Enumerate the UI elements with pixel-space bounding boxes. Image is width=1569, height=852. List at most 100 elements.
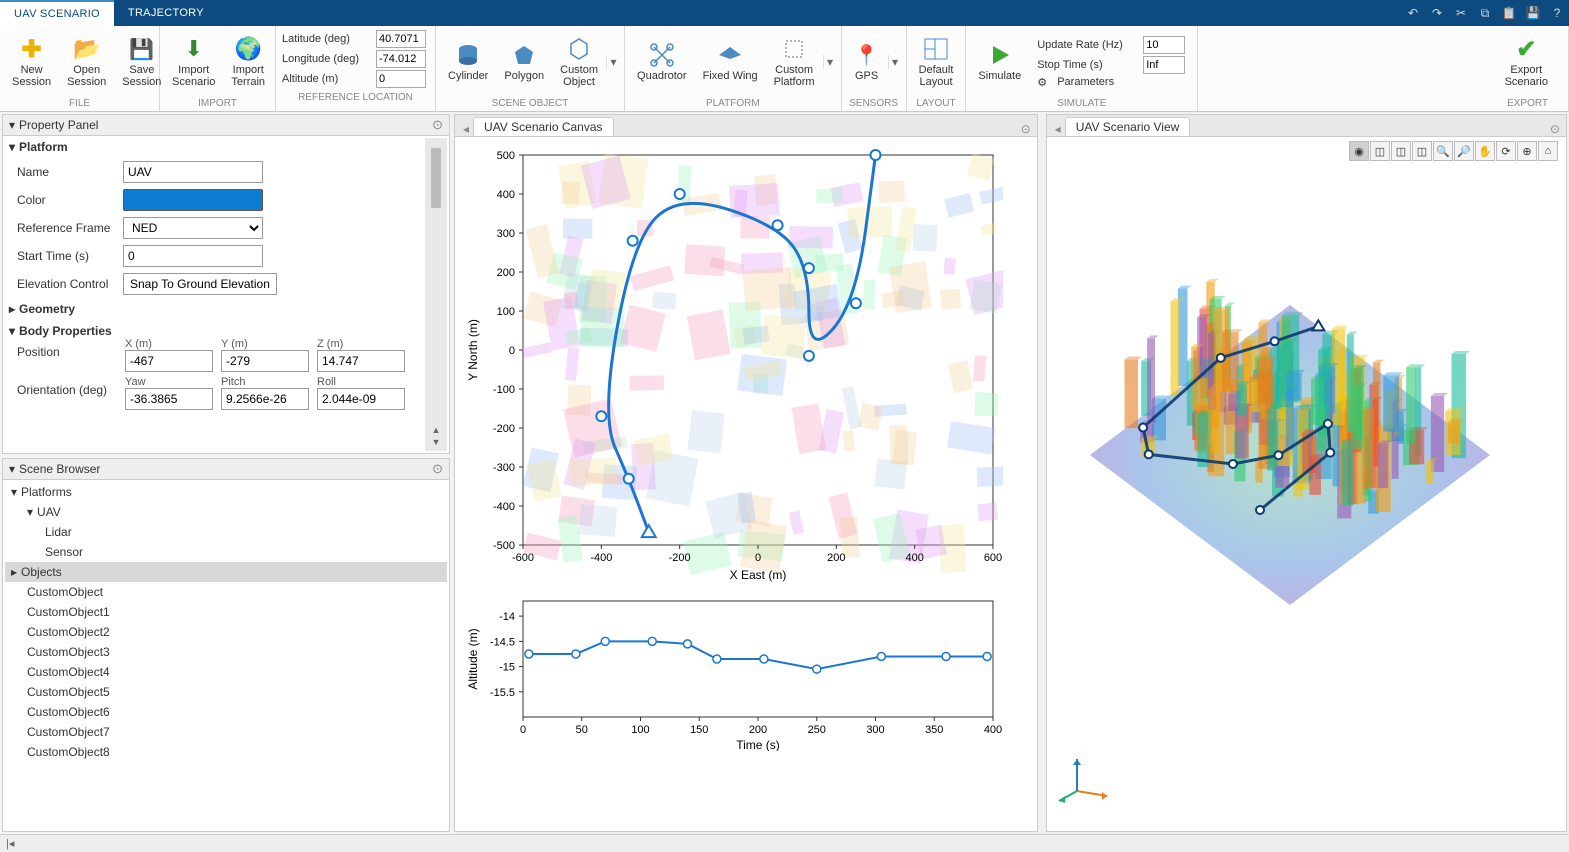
tree-object[interactable]: CustomObject1: [5, 602, 447, 622]
svg-text:-200: -200: [669, 552, 691, 564]
simulate-button[interactable]: Simulate: [970, 28, 1029, 96]
3d-view[interactable]: [1055, 145, 1525, 705]
pan-icon[interactable]: ✋: [1475, 141, 1495, 161]
chevron-left-icon[interactable]: ◂: [1051, 122, 1065, 136]
chevron-left-icon[interactable]: ◂: [459, 122, 473, 136]
tree-object[interactable]: CustomObject: [5, 582, 447, 602]
parameters-button[interactable]: Parameters: [1057, 76, 1114, 88]
tree-object[interactable]: CustomObject3: [5, 642, 447, 662]
check-icon: ✔: [1513, 36, 1539, 62]
rotate-icon[interactable]: ⟳: [1496, 141, 1516, 161]
cube3-icon[interactable]: ◫: [1412, 141, 1432, 161]
gear-icon: ⚙: [1037, 76, 1051, 89]
geometry-section: Geometry: [19, 302, 75, 316]
pos-x-input[interactable]: [125, 350, 213, 372]
scrollbar[interactable]: ▲▼: [425, 138, 447, 451]
sensors-dropdown[interactable]: ▾: [888, 55, 902, 69]
export-scenario-button[interactable]: ✔ExportScenario: [1497, 28, 1556, 96]
gps-button[interactable]: 📍GPS: [846, 28, 888, 96]
tree-object[interactable]: CustomObject4: [5, 662, 447, 682]
polygon-button[interactable]: Polygon: [496, 28, 552, 96]
yaw-input[interactable]: [125, 388, 213, 410]
redo-icon[interactable]: ↷: [1425, 0, 1449, 26]
platform-dropdown[interactable]: ▾: [823, 55, 837, 69]
tree-object[interactable]: CustomObject8: [5, 742, 447, 762]
canvas-tab[interactable]: UAV Scenario Canvas: [473, 117, 614, 136]
tree-object[interactable]: CustomObject7: [5, 722, 447, 742]
open-session-button[interactable]: 📂OpenSession: [59, 28, 114, 96]
starttime-input[interactable]: [123, 245, 263, 267]
collapse-icon[interactable]: ▾: [9, 324, 15, 338]
update-rate-input[interactable]: [1143, 36, 1185, 54]
chevron-down-icon[interactable]: ▾: [9, 118, 15, 132]
fixedwing-button[interactable]: Fixed Wing: [695, 28, 766, 96]
tree-objects[interactable]: ▸ Objects: [5, 562, 447, 582]
fit-icon[interactable]: ⊕: [1517, 141, 1537, 161]
close-icon[interactable]: ⊙: [432, 117, 443, 133]
copy-icon[interactable]: ⧉: [1473, 0, 1497, 26]
lon-input[interactable]: [376, 50, 426, 68]
roll-input[interactable]: [317, 388, 405, 410]
tree-object[interactable]: CustomObject5: [5, 682, 447, 702]
cube2-icon[interactable]: ◫: [1391, 141, 1411, 161]
close-icon[interactable]: ⊙: [432, 461, 443, 477]
position-label: Position: [17, 345, 117, 359]
pitch-input[interactable]: [221, 388, 309, 410]
import-scenario-button[interactable]: ⬇ImportScenario: [164, 28, 223, 96]
svg-text:-600: -600: [512, 552, 534, 564]
quadrotor-button[interactable]: Quadrotor: [629, 28, 695, 96]
cylinder-button[interactable]: Cylinder: [440, 28, 496, 96]
tab-trajectory[interactable]: TRAJECTORY: [114, 0, 218, 26]
refframe-select[interactable]: NED: [123, 217, 263, 239]
bodyprops-section: Body Properties: [19, 324, 112, 338]
name-input[interactable]: [123, 161, 263, 183]
menubar: UAV SCENARIO TRAJECTORY ↶ ↷ ✂ ⧉ 📋 💾 ?: [0, 0, 1569, 26]
scene-object-dropdown[interactable]: ▾: [606, 55, 620, 69]
stop-time-input[interactable]: [1143, 56, 1185, 74]
orientation-label: Orientation (deg): [17, 383, 117, 397]
new-session-button[interactable]: ✚NewSession: [4, 28, 59, 96]
collapse-icon[interactable]: ▾: [9, 140, 15, 154]
tab-uav-scenario[interactable]: UAV SCENARIO: [0, 0, 114, 26]
import-terrain-button[interactable]: 🌍ImportTerrain: [223, 28, 273, 96]
snap-elevation-button[interactable]: Snap To Ground Elevation: [123, 273, 277, 295]
svg-text:-400: -400: [590, 552, 612, 564]
close-icon[interactable]: ⊙: [1550, 122, 1560, 136]
pos-y-input[interactable]: [221, 350, 309, 372]
undo-icon[interactable]: ↶: [1401, 0, 1425, 26]
tree-uav[interactable]: ▾ UAV: [5, 502, 447, 522]
chevron-down-icon[interactable]: ▾: [9, 462, 15, 476]
custom-object-button[interactable]: CustomObject: [552, 28, 606, 96]
svg-text:X East (m): X East (m): [730, 568, 787, 582]
save-icon[interactable]: 💾: [1521, 0, 1545, 26]
view-tab[interactable]: UAV Scenario View: [1065, 117, 1191, 136]
svg-text:-100: -100: [493, 384, 515, 396]
svg-text:300: 300: [866, 724, 884, 736]
tree-sensor[interactable]: Sensor: [5, 542, 447, 562]
tree-object[interactable]: CustomObject2: [5, 622, 447, 642]
trajectory-chart[interactable]: -600-400-2000200400600-500-400-300-200-1…: [463, 145, 1003, 585]
tree-lidar[interactable]: Lidar: [5, 522, 447, 542]
help-icon[interactable]: ?: [1545, 0, 1569, 26]
custom-platform-button[interactable]: CustomPlatform: [766, 28, 823, 96]
cube1-icon[interactable]: ◫: [1370, 141, 1390, 161]
home-icon[interactable]: ⌂: [1538, 141, 1558, 161]
cut-icon[interactable]: ✂: [1449, 0, 1473, 26]
alt-input[interactable]: [376, 70, 426, 88]
tree-platforms[interactable]: ▾ Platforms: [5, 482, 447, 502]
play-icon: [987, 42, 1013, 68]
zoomin-icon[interactable]: 🔍: [1433, 141, 1453, 161]
altitude-chart[interactable]: 050100150200250300350400-15.5-15-14.5-14…: [463, 591, 1003, 751]
close-icon[interactable]: ⊙: [1021, 122, 1031, 136]
expand-icon[interactable]: ▸: [9, 302, 15, 316]
pos-z-input[interactable]: [317, 350, 405, 372]
paste-icon[interactable]: 📋: [1497, 0, 1521, 26]
orbit-icon[interactable]: ◉: [1349, 141, 1369, 161]
default-layout-button[interactable]: DefaultLayout: [911, 28, 962, 96]
group-label-refloc: REFERENCE LOCATION: [276, 92, 435, 106]
collapse-left-icon[interactable]: |◂: [6, 837, 14, 850]
lat-input[interactable]: [376, 30, 426, 48]
color-picker[interactable]: [123, 189, 263, 211]
tree-object[interactable]: CustomObject6: [5, 702, 447, 722]
zoomout-icon[interactable]: 🔎: [1454, 141, 1474, 161]
